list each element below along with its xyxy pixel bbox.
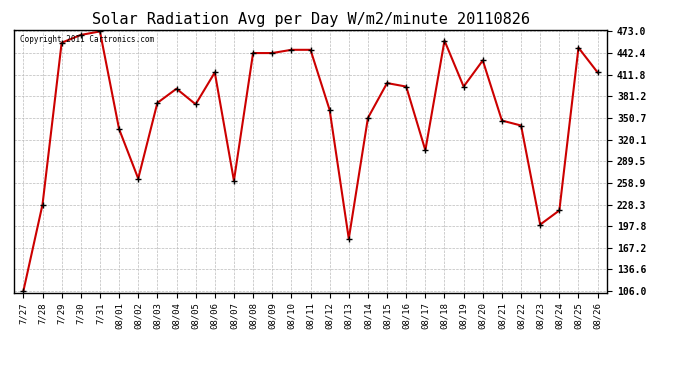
Title: Solar Radiation Avg per Day W/m2/minute 20110826: Solar Radiation Avg per Day W/m2/minute …: [92, 12, 529, 27]
Text: Copyright 2011 Cartronics.com: Copyright 2011 Cartronics.com: [20, 35, 154, 44]
